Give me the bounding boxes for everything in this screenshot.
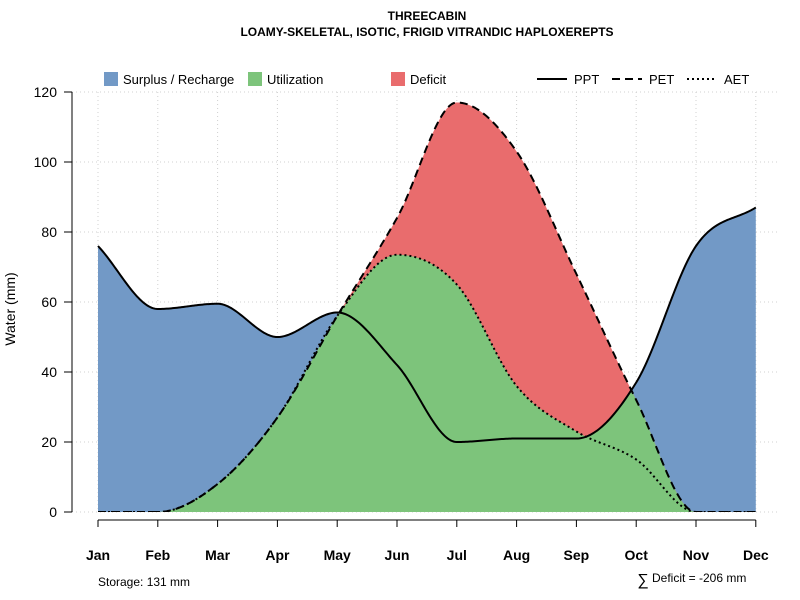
legend-label-pet: PET [649,72,674,87]
y-tick-label-6: 120 [34,84,58,100]
y-tick-label-0: 0 [49,504,57,520]
chart-subtitle: LOAMY-SKELETAL, ISOTIC, FRIGID VITRANDIC… [240,25,613,39]
legend-swatch-surplus [104,72,118,86]
legend-label-ppt: PPT [574,72,599,87]
deficit-sum-symbol: ∑ [637,572,648,589]
x-tick-label-nov: Nov [683,547,710,563]
chart-title: THREECABIN [388,9,467,23]
legend-label-utilization: Utilization [267,72,323,87]
legend-swatch-utilization [248,72,262,86]
x-tick-label-mar: Mar [205,547,230,563]
x-tick-label-sep: Sep [564,547,590,563]
y-tick-label-4: 80 [41,224,57,240]
x-tick-label-feb: Feb [145,547,170,563]
legend: Surplus / Recharge Utilization Deficit P… [104,72,749,87]
x-tick-label-aug: Aug [503,547,530,563]
legend-label-surplus: Surplus / Recharge [123,72,234,87]
storage-note: Storage: 131 mm [98,575,190,589]
y-tick-label-1: 20 [41,434,57,450]
x-tick-label-jan: Jan [86,547,110,563]
y-tick-label-5: 100 [34,154,58,170]
legend-swatch-deficit [391,72,405,86]
x-tick-label-may: May [324,547,351,563]
x-tick-label-oct: Oct [625,547,649,563]
line-ppt [97,206,757,444]
line-pet [98,101,756,512]
y-axis-label: Water (mm) [2,272,18,345]
x-tick-label-apr: Apr [265,547,290,563]
deficit-note: Deficit = -206 mm [652,571,746,585]
series-lines [97,101,757,512]
x-axis: Jan Feb Mar Apr May Jun Jul Aug Sep Oct Nov Dec [86,519,769,563]
x-tick-label-jul: Jul [447,547,467,563]
legend-label-aet: AET [724,72,749,87]
y-axis: 0 20 40 60 80 100 120 [34,84,73,520]
x-tick-label-jun: Jun [385,547,410,563]
legend-label-deficit: Deficit [410,72,447,87]
y-tick-label-3: 60 [41,294,57,310]
y-tick-label-2: 40 [41,364,57,380]
x-tick-label-dec: Dec [743,547,769,563]
